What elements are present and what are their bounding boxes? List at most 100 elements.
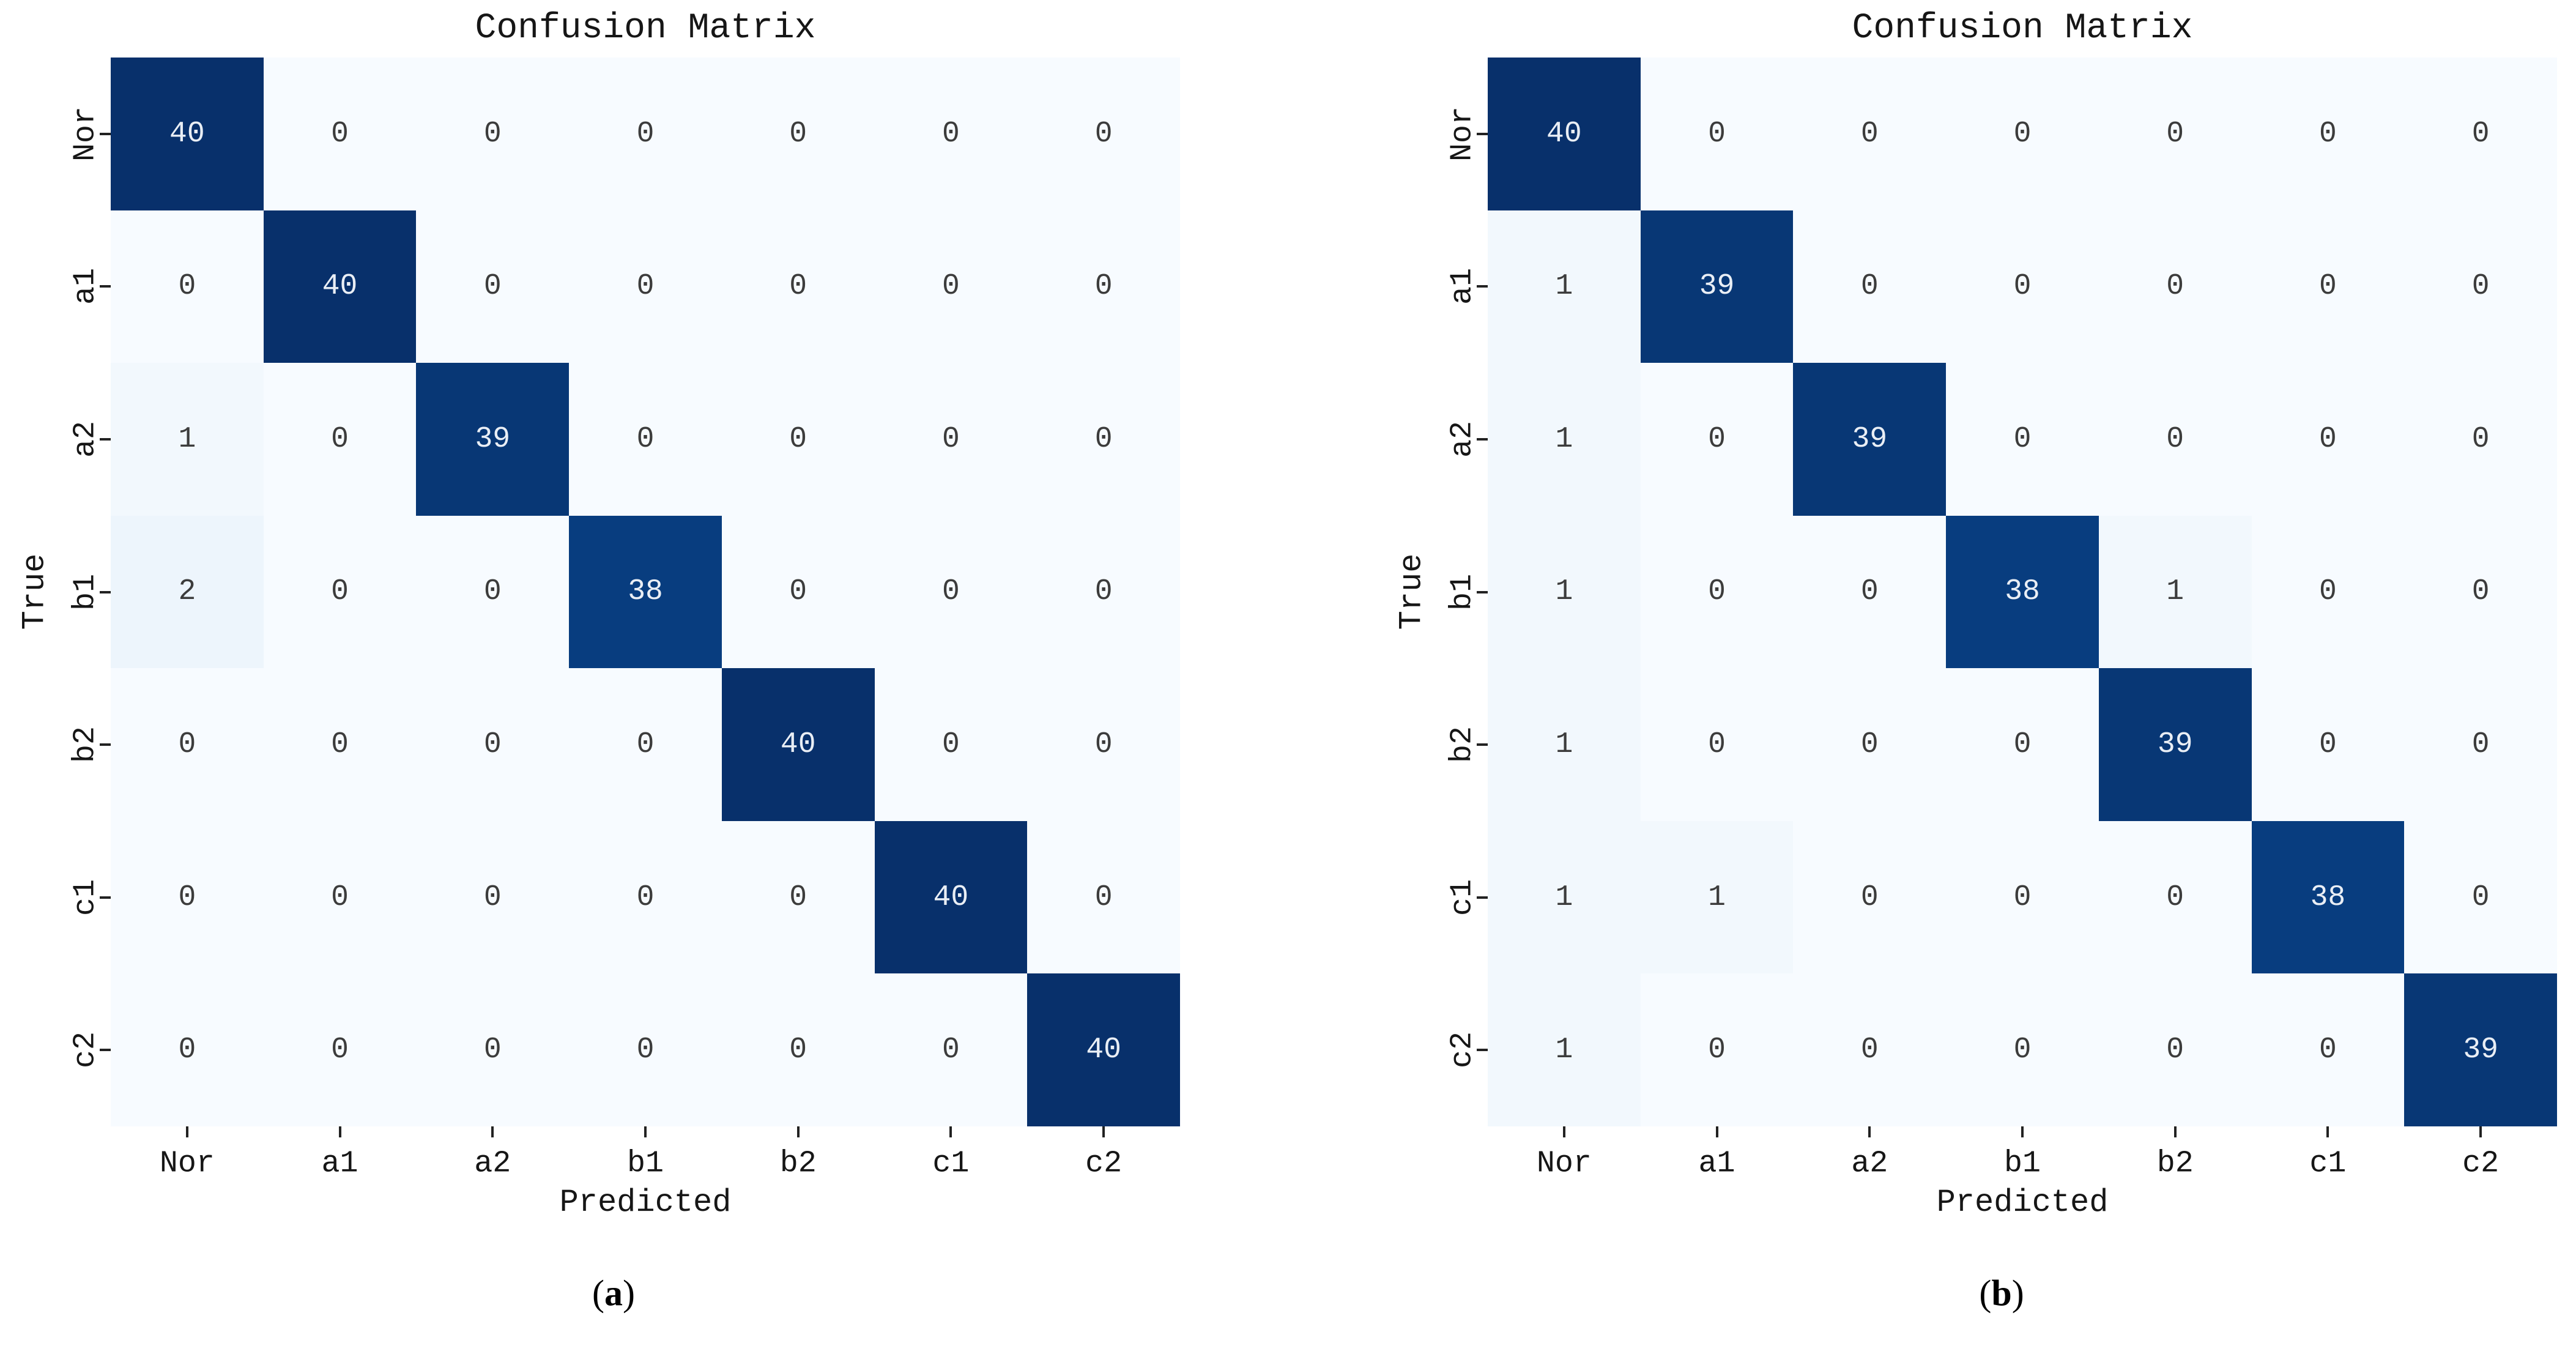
cell-value: 40 xyxy=(933,880,969,914)
caption-close-paren: ) xyxy=(623,1273,635,1314)
cell-value: 0 xyxy=(942,728,960,762)
matrix-cell: 39 xyxy=(2098,668,2252,821)
cell-value: 0 xyxy=(483,880,502,914)
cell-value: 0 xyxy=(2319,1033,2337,1067)
y-tick-label: a2 xyxy=(68,420,103,458)
matrix-cell: 0 xyxy=(721,515,875,669)
cell-value: 39 xyxy=(1699,270,1735,303)
cell-value: 40 xyxy=(1546,117,1582,151)
cell-value: 1 xyxy=(1555,575,1573,609)
y-tick-label: Nor xyxy=(68,106,103,162)
matrix-cell: 0 xyxy=(569,210,722,363)
x-tick-label: a1 xyxy=(321,1146,358,1181)
matrix-cell: 0 xyxy=(1027,58,1180,210)
matrix-cell: 0 xyxy=(569,668,722,821)
caption-letter: a xyxy=(604,1273,623,1314)
cell-value: 0 xyxy=(483,728,502,762)
cell-value: 0 xyxy=(636,117,655,151)
cell-value: 1 xyxy=(1555,270,1573,303)
matrix-cell: 39 xyxy=(2404,973,2557,1126)
matrix-cell: 1 xyxy=(2098,515,2252,669)
y-tick-label: b2 xyxy=(1445,726,1480,764)
x-tick-label: b1 xyxy=(2003,1146,2041,1181)
cell-value: 0 xyxy=(2013,880,2032,914)
x-tick-label: c2 xyxy=(2462,1146,2500,1181)
matrix-cell: 0 xyxy=(1027,515,1180,669)
cell-value: 0 xyxy=(178,728,196,762)
cell-value: 0 xyxy=(1094,880,1113,914)
matrix-cell: 0 xyxy=(2404,820,2557,974)
matrix-cell: 0 xyxy=(2098,820,2252,974)
y-tick-mark xyxy=(1477,437,1488,441)
cell-value: 0 xyxy=(2471,117,2490,151)
cell-value: 0 xyxy=(2166,880,2184,914)
cell-value: 0 xyxy=(2013,422,2032,456)
cell-value: 0 xyxy=(331,117,349,151)
cell-value: 0 xyxy=(636,1033,655,1067)
matrix-cell: 0 xyxy=(1793,820,1947,974)
matrix-cell: 1 xyxy=(1488,210,1641,363)
cell-value: 0 xyxy=(483,270,502,303)
cell-value: 0 xyxy=(178,270,196,303)
matrix-cell: 0 xyxy=(2404,668,2557,821)
x-tick-label: b2 xyxy=(2156,1146,2194,1181)
matrix-cell: 0 xyxy=(1027,820,1180,974)
panel-caption-b: (b) xyxy=(1979,1273,2024,1315)
y-tick-label: a1 xyxy=(68,268,103,305)
cell-value: 0 xyxy=(2471,575,2490,609)
cell-value: 40 xyxy=(322,270,358,303)
matrix-cell: 0 xyxy=(2251,363,2405,516)
matrix-cell: 0 xyxy=(1946,820,2099,974)
cell-value: 0 xyxy=(2471,270,2490,303)
matrix-cell: 0 xyxy=(1640,515,1794,669)
matrix-cell: 0 xyxy=(1946,973,2099,1126)
cell-value: 1 xyxy=(1555,422,1573,456)
cell-value: 0 xyxy=(331,728,349,762)
x-tick-label: c1 xyxy=(2309,1146,2347,1181)
y-axis-label: True xyxy=(17,553,53,630)
cell-value: 1 xyxy=(1708,880,1726,914)
caption-close-paren: ) xyxy=(2011,1273,2024,1314)
caption-open-paren: ( xyxy=(1979,1273,1992,1314)
cell-value: 0 xyxy=(2013,117,2032,151)
cell-value: 1 xyxy=(1555,728,1573,762)
matrix-cell: 1 xyxy=(111,363,264,516)
cell-value: 0 xyxy=(942,117,960,151)
cell-value: 0 xyxy=(636,270,655,303)
matrix-cell: 0 xyxy=(874,515,1028,669)
cell-value: 0 xyxy=(1708,1033,1726,1067)
chart-title: Confusion Matrix xyxy=(475,9,816,48)
matrix-cell: 0 xyxy=(263,973,417,1126)
cell-value: 0 xyxy=(1860,575,1879,609)
y-tick-label: b1 xyxy=(68,573,103,611)
cell-value: 0 xyxy=(789,270,807,303)
matrix-cell: 0 xyxy=(721,820,875,974)
matrix-cell: 0 xyxy=(721,58,875,210)
matrix-cell: 0 xyxy=(1793,973,1947,1126)
cell-value: 0 xyxy=(1094,270,1113,303)
x-tick-label: a2 xyxy=(474,1146,511,1181)
panel-caption-a: (a) xyxy=(592,1273,635,1315)
cell-value: 0 xyxy=(331,422,349,456)
matrix-cell: 0 xyxy=(2098,973,2252,1126)
x-tick-label: c1 xyxy=(932,1146,970,1181)
matrix-cell: 0 xyxy=(721,210,875,363)
cell-value: 0 xyxy=(2319,117,2337,151)
y-tick-label: a1 xyxy=(1445,268,1480,305)
cell-value: 0 xyxy=(1094,422,1113,456)
cell-value: 0 xyxy=(2471,728,2490,762)
matrix-cell: 0 xyxy=(874,210,1028,363)
cell-value: 38 xyxy=(2005,575,2040,609)
matrix-cell: 0 xyxy=(111,973,264,1126)
x-tick-mark xyxy=(1562,1126,1565,1137)
matrix-cell: 1 xyxy=(1488,668,1641,821)
cell-value: 0 xyxy=(483,1033,502,1067)
cell-value: 39 xyxy=(475,422,511,456)
matrix-cell: 0 xyxy=(2404,210,2557,363)
heatmap-grid: 40 0 0 0 0 0 0 1 39 0 0 0 0 0 1 0 39 0 0 0 0 1 0 0 38 1 0 0 1 0 0 0 39 0 0… xyxy=(1488,58,2557,1126)
cell-value: 0 xyxy=(1708,422,1726,456)
matrix-cell: 0 xyxy=(2098,210,2252,363)
matrix-cell: 38 xyxy=(1946,515,2099,669)
matrix-cell: 0 xyxy=(569,58,722,210)
matrix-cell: 1 xyxy=(1488,973,1641,1126)
